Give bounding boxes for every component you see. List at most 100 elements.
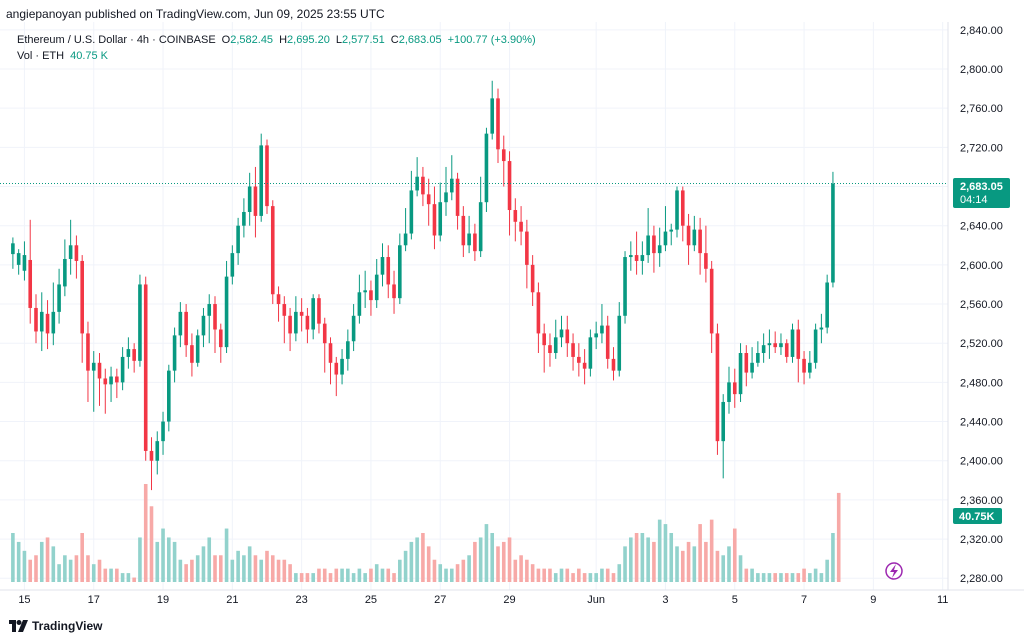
candle-body[interactable] bbox=[403, 233, 408, 246]
candle-body[interactable] bbox=[426, 194, 431, 205]
candle-body[interactable] bbox=[317, 298, 321, 324]
candle-body[interactable] bbox=[657, 245, 662, 254]
candle-body[interactable] bbox=[698, 229, 702, 254]
candle-body[interactable] bbox=[218, 329, 223, 348]
candle-body[interactable] bbox=[167, 370, 171, 422]
candle-body[interactable] bbox=[473, 233, 477, 252]
candle-body[interactable] bbox=[444, 192, 448, 203]
candle-body[interactable] bbox=[577, 356, 581, 363]
candle-body[interactable] bbox=[126, 349, 131, 357]
candle-body[interactable] bbox=[565, 329, 570, 344]
candle-body[interactable] bbox=[305, 315, 310, 330]
candle-body[interactable] bbox=[715, 333, 720, 442]
candle-body[interactable] bbox=[784, 343, 789, 357]
candle-body[interactable] bbox=[149, 450, 154, 461]
candle-body[interactable] bbox=[270, 206, 275, 295]
candle-body[interactable] bbox=[363, 290, 367, 293]
candle-body[interactable] bbox=[496, 98, 500, 150]
candle-body[interactable] bbox=[484, 133, 489, 203]
candle-body[interactable] bbox=[571, 343, 575, 357]
candle-body[interactable] bbox=[242, 211, 246, 226]
candle-body[interactable] bbox=[299, 311, 304, 316]
candle-body[interactable] bbox=[611, 358, 616, 371]
lightning-icon[interactable] bbox=[885, 562, 903, 580]
candle-body[interactable] bbox=[461, 215, 466, 246]
candle-body[interactable] bbox=[282, 304, 287, 316]
candle-body[interactable] bbox=[796, 329, 801, 359]
candle-body[interactable] bbox=[103, 378, 108, 385]
candle-body[interactable] bbox=[63, 258, 67, 287]
candle-body[interactable] bbox=[663, 231, 668, 246]
candle-body[interactable] bbox=[588, 337, 593, 369]
candle-body[interactable] bbox=[328, 343, 333, 363]
candle-body[interactable] bbox=[709, 268, 714, 334]
candle-body[interactable] bbox=[195, 335, 200, 363]
candle-body[interactable] bbox=[201, 315, 206, 336]
candle-body[interactable] bbox=[536, 292, 541, 334]
candle-body[interactable] bbox=[750, 362, 754, 373]
candle-body[interactable] bbox=[369, 290, 373, 301]
price-candles[interactable] bbox=[11, 80, 835, 491]
candle-body[interactable] bbox=[68, 245, 73, 259]
candle-body[interactable] bbox=[161, 421, 165, 442]
candle-body[interactable] bbox=[115, 376, 119, 383]
candle-body[interactable] bbox=[322, 323, 327, 344]
candle-body[interactable] bbox=[409, 190, 414, 234]
candle-body[interactable] bbox=[646, 235, 650, 256]
candle-body[interactable] bbox=[51, 311, 56, 334]
candle-body[interactable] bbox=[530, 264, 535, 293]
candle-body[interactable] bbox=[692, 229, 697, 246]
time-axis-labels[interactable]: 15 17 19 21 23 25 27 29 Jun 3 5 7 9 11 bbox=[18, 594, 948, 606]
candle-body[interactable] bbox=[455, 178, 460, 216]
candle-body[interactable] bbox=[45, 313, 50, 334]
candle-body[interactable] bbox=[178, 311, 183, 336]
candle-body[interactable] bbox=[819, 327, 824, 330]
candle-body[interactable] bbox=[438, 202, 443, 236]
candle-body[interactable] bbox=[623, 257, 627, 316]
candle-body[interactable] bbox=[207, 304, 212, 316]
candle-body[interactable] bbox=[600, 325, 604, 334]
candle-body[interactable] bbox=[213, 304, 217, 330]
candle-body[interactable] bbox=[294, 311, 298, 334]
candle-body[interactable] bbox=[542, 333, 546, 346]
candle-body[interactable] bbox=[732, 382, 737, 395]
candle-body[interactable] bbox=[247, 186, 252, 212]
candle-body[interactable] bbox=[652, 235, 656, 254]
candle-body[interactable] bbox=[831, 183, 835, 283]
candle-body[interactable] bbox=[86, 333, 90, 371]
candle-body[interactable] bbox=[704, 253, 708, 269]
candle-body[interactable] bbox=[525, 231, 529, 265]
candle-body[interactable] bbox=[773, 343, 777, 348]
candle-body[interactable] bbox=[190, 345, 194, 363]
candle-body[interactable] bbox=[501, 149, 506, 162]
candle-body[interactable] bbox=[259, 145, 264, 216]
candle-body[interactable] bbox=[582, 362, 587, 369]
candle-body[interactable] bbox=[155, 441, 160, 461]
candle-body[interactable] bbox=[351, 315, 356, 342]
candle-body[interactable] bbox=[629, 255, 633, 258]
candle-body[interactable] bbox=[132, 349, 136, 361]
candle-body[interactable] bbox=[380, 257, 385, 275]
candle-body[interactable] bbox=[553, 337, 558, 354]
candle-body[interactable] bbox=[680, 190, 685, 226]
candle-body[interactable] bbox=[478, 202, 483, 252]
candle-body[interactable] bbox=[109, 376, 113, 385]
candle-body[interactable] bbox=[790, 329, 795, 357]
candle-body[interactable] bbox=[421, 176, 425, 195]
candle-body[interactable] bbox=[236, 225, 240, 254]
candle-body[interactable] bbox=[22, 255, 27, 271]
candle-body[interactable] bbox=[28, 259, 33, 308]
candle-body[interactable] bbox=[340, 358, 344, 375]
candle-body[interactable] bbox=[669, 229, 674, 232]
candle-body[interactable] bbox=[34, 307, 38, 332]
candle-body[interactable] bbox=[675, 190, 679, 230]
candle-body[interactable] bbox=[605, 325, 610, 359]
candle-body[interactable] bbox=[11, 243, 15, 255]
candle-body[interactable] bbox=[224, 276, 229, 348]
candle-body[interactable] bbox=[808, 362, 812, 373]
candle-body[interactable] bbox=[91, 362, 96, 371]
candle-body[interactable] bbox=[519, 221, 523, 232]
candle-body[interactable] bbox=[311, 298, 315, 330]
candle-body[interactable] bbox=[253, 186, 258, 216]
candle-body[interactable] bbox=[727, 382, 731, 402]
